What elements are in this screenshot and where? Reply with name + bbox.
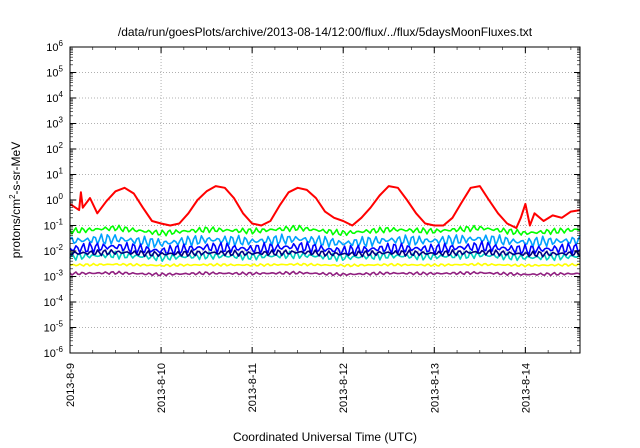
- y-tick-label: 104: [46, 90, 63, 105]
- y-tick-label: 102: [46, 141, 63, 156]
- y-tick-base: 10: [44, 221, 56, 233]
- y-tick-label: 106: [46, 39, 63, 54]
- y-tick-exponent: 3: [59, 116, 64, 125]
- y-tick-exponent: 2: [59, 141, 64, 150]
- y-tick-base: 10: [44, 323, 56, 335]
- y-tick-base: 10: [46, 119, 58, 131]
- y-tick-label: 101: [46, 167, 63, 182]
- y-tick-base: 10: [46, 170, 58, 182]
- series-line-4: [69, 240, 581, 257]
- chart-title: /data/run/goesPlots/archive/2013-08-14/1…: [118, 25, 533, 39]
- series-line-6: [69, 249, 581, 258]
- x-tick-label: 2013-8-11: [247, 363, 259, 412]
- y-axis-label-suffix: -s-sr-MeV: [9, 142, 23, 195]
- y-axis-label-sup: 2: [8, 194, 17, 199]
- y-tick-base: 10: [44, 246, 56, 258]
- y-axis-label-prefix: protons/cm: [9, 199, 23, 258]
- y-tick-base: 10: [46, 93, 58, 105]
- y-tick-exponent: -5: [56, 320, 64, 329]
- y-tick-label: 10-1: [44, 218, 64, 233]
- y-tick-label: 103: [46, 116, 63, 131]
- y-tick-label: 100: [46, 192, 63, 207]
- y-tick-base: 10: [46, 195, 58, 207]
- y-tick-label: 10-3: [44, 269, 64, 284]
- y-tick-base: 10: [44, 297, 56, 309]
- y-tick-exponent: 5: [59, 65, 64, 74]
- y-tick-exponent: 0: [59, 192, 64, 201]
- data-series: [69, 185, 581, 277]
- y-tick-exponent: -1: [56, 218, 64, 227]
- grid-lines: [70, 47, 580, 353]
- y-axis-label: protons/cm2-s-sr-MeV: [8, 142, 23, 258]
- series-line-3: [69, 233, 581, 249]
- x-axis-ticks: 2013-8-9 2013-8-10 2013-8-11 2013-8-12 2013-…: [65, 47, 572, 413]
- y-tick-exponent: 4: [59, 90, 64, 99]
- y-tick-exponent: 1: [59, 167, 64, 176]
- y-tick-base: 10: [44, 272, 56, 284]
- x-axis-label: Coordinated Universal Time (UTC): [233, 430, 417, 444]
- y-tick-base: 10: [46, 144, 58, 156]
- series-line-1: [69, 185, 581, 229]
- x-tick-label: 2013-8-10: [156, 363, 168, 413]
- y-tick-base: 10: [44, 348, 56, 360]
- series-line-2: [69, 224, 581, 237]
- series-line-7: [69, 262, 581, 268]
- x-tick-label: 2013-8-14: [520, 363, 532, 413]
- y-tick-base: 10: [46, 68, 58, 80]
- y-tick-exponent: -2: [56, 243, 64, 252]
- y-tick-exponent: -4: [56, 294, 64, 303]
- x-tick-label: 2013-8-13: [429, 363, 441, 413]
- x-tick-label: 2013-8-12: [338, 363, 350, 413]
- y-tick-label: 10-2: [44, 243, 64, 258]
- y-axis-ticks: 10-610-510-410-310-210-11001011021031041…: [44, 39, 580, 360]
- y-tick-exponent: -3: [56, 269, 64, 278]
- y-tick-base: 10: [46, 42, 58, 54]
- y-tick-exponent: 6: [59, 39, 64, 48]
- y-tick-label: 10-5: [44, 320, 64, 335]
- series-line-8: [69, 270, 581, 277]
- y-tick-label: 10-6: [44, 345, 64, 360]
- y-tick-label: 10-4: [44, 294, 64, 309]
- y-tick-label: 105: [46, 65, 63, 80]
- x-tick-label: 2013-8-9: [65, 363, 77, 407]
- y-tick-exponent: -6: [56, 345, 64, 354]
